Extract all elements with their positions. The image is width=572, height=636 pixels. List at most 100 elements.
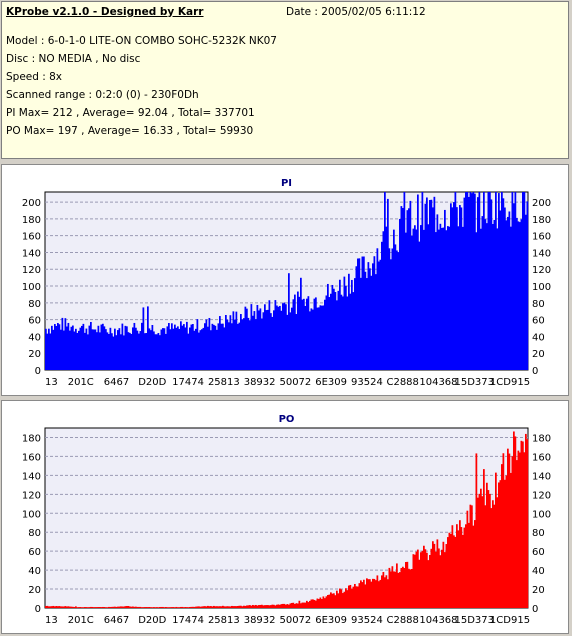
po-bar bbox=[382, 572, 385, 608]
po-bar bbox=[481, 496, 484, 608]
po-bar bbox=[207, 605, 209, 608]
pi-bar bbox=[157, 332, 160, 370]
po-bar bbox=[112, 606, 115, 608]
pi-bar bbox=[393, 229, 395, 370]
pi-bar bbox=[184, 327, 187, 370]
pi-bar bbox=[462, 226, 464, 370]
po-bar bbox=[336, 590, 338, 608]
pi-chart-title: PI bbox=[281, 178, 292, 189]
po-bar bbox=[351, 588, 353, 608]
pi-bar bbox=[159, 335, 161, 370]
po-bar bbox=[229, 606, 232, 608]
pi-bar bbox=[453, 202, 455, 370]
po-bar bbox=[307, 602, 310, 608]
pi-chart-panel: PI 0 0 20 20 40 40 60 60 80 80 100 100 120 120 140 140 16… bbox=[1, 164, 569, 396]
po-x-tick: 13 bbox=[45, 615, 58, 626]
pi-bar bbox=[88, 325, 91, 370]
pi-bar bbox=[292, 299, 295, 370]
pi-bar bbox=[330, 293, 332, 370]
po-bar bbox=[409, 569, 412, 608]
pi-bar bbox=[483, 192, 485, 370]
po-bar bbox=[300, 603, 302, 608]
po-bar bbox=[393, 571, 395, 608]
po-bar bbox=[330, 592, 332, 608]
po-bar bbox=[114, 606, 116, 608]
pi-bar bbox=[147, 306, 149, 370]
pi-bar bbox=[231, 323, 233, 370]
pi-bar bbox=[45, 328, 47, 370]
pi-y-tick-right: 160 bbox=[532, 232, 551, 243]
pi-bar bbox=[364, 271, 367, 370]
po-bar bbox=[136, 606, 139, 608]
po-bar bbox=[72, 606, 74, 608]
po-bar bbox=[64, 606, 67, 608]
po-y-tick-right: 100 bbox=[532, 509, 551, 520]
pi-bar bbox=[450, 203, 452, 370]
po-bar bbox=[54, 606, 56, 608]
po-bar bbox=[472, 525, 475, 608]
po-bar bbox=[195, 606, 197, 608]
po-bar bbox=[250, 605, 253, 608]
pi-bar bbox=[468, 196, 470, 370]
pi-y-tick-right: 100 bbox=[532, 282, 551, 293]
pi-bar bbox=[246, 308, 248, 370]
po-bar bbox=[451, 525, 454, 608]
pi-bar bbox=[451, 207, 454, 370]
pi-bar bbox=[475, 232, 478, 370]
pi-bar bbox=[61, 317, 64, 370]
po-bar bbox=[60, 606, 62, 608]
pi-bar bbox=[439, 223, 442, 370]
pi-bar bbox=[70, 326, 73, 370]
pi-bar bbox=[181, 325, 184, 370]
po-bar bbox=[502, 453, 505, 608]
pi-bar bbox=[202, 327, 205, 370]
pi-bar bbox=[501, 192, 503, 370]
pi-bar bbox=[348, 273, 350, 370]
pi-bar bbox=[172, 328, 175, 370]
pi-bar bbox=[177, 326, 179, 370]
pi-bar bbox=[321, 305, 323, 370]
pi-bar bbox=[424, 203, 427, 370]
pi-stats-line: PI Max= 212 , Average= 92.04 , Total= 33… bbox=[6, 107, 255, 119]
pi-bar bbox=[117, 330, 119, 370]
po-bar bbox=[327, 594, 329, 608]
pi-bar bbox=[295, 314, 298, 370]
po-bar bbox=[504, 479, 506, 608]
pi-bar bbox=[433, 196, 436, 370]
pi-bar bbox=[310, 308, 313, 370]
po-bar bbox=[303, 602, 305, 608]
pi-bar bbox=[363, 256, 365, 370]
pi-x-tick: 6E309 bbox=[315, 377, 347, 388]
pi-bar bbox=[235, 311, 238, 370]
pi-bar bbox=[127, 332, 130, 370]
po-bar bbox=[46, 605, 49, 608]
pi-bar bbox=[477, 197, 479, 370]
po-bar bbox=[184, 607, 187, 608]
pi-bar bbox=[384, 192, 386, 370]
po-x-tick: 15D373 bbox=[454, 615, 494, 626]
po-bar bbox=[111, 606, 113, 608]
pi-x-tick: C2888 bbox=[386, 377, 418, 388]
po-bar bbox=[454, 536, 457, 608]
po-bar bbox=[127, 606, 130, 608]
scanned-range-line: Scanned range : 0:2:0 (0) - 230F0Dh bbox=[6, 89, 199, 101]
pi-bar bbox=[510, 226, 512, 370]
pi-bar bbox=[379, 259, 382, 370]
po-bar bbox=[333, 593, 335, 608]
po-bar bbox=[343, 591, 346, 608]
po-bar bbox=[312, 599, 314, 608]
pi-bar bbox=[135, 327, 137, 370]
po-bar bbox=[214, 606, 217, 608]
pi-bar bbox=[213, 324, 215, 370]
po-bar bbox=[66, 606, 68, 608]
pi-bar bbox=[75, 328, 77, 370]
po-bar bbox=[63, 606, 65, 608]
pi-bar bbox=[123, 335, 125, 370]
po-bar bbox=[390, 571, 392, 608]
po-bar bbox=[163, 607, 166, 608]
po-bar bbox=[403, 567, 406, 608]
po-bar bbox=[501, 464, 503, 608]
po-bar bbox=[198, 606, 200, 608]
po-bar bbox=[159, 607, 161, 608]
pi-bar bbox=[394, 244, 397, 370]
